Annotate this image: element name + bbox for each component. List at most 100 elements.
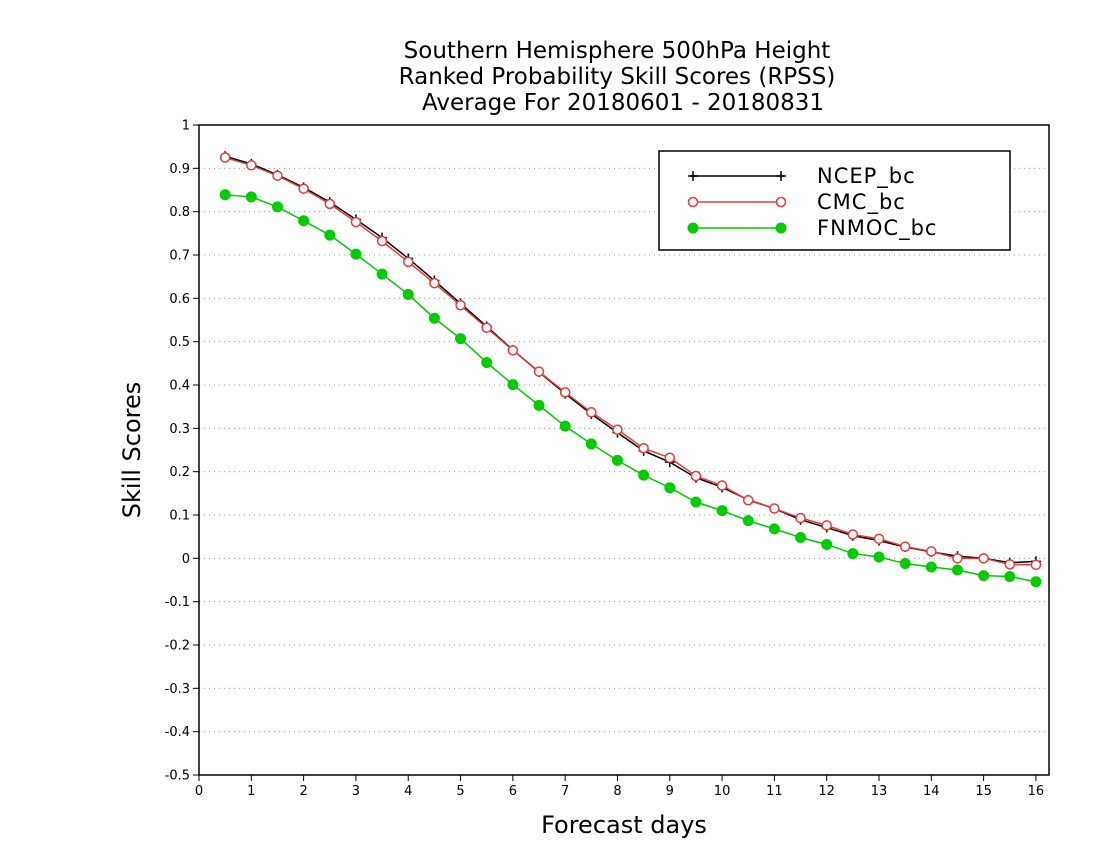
data-point-cmc-bc: [429, 277, 440, 289]
data-point-fnmoc-bc: [899, 558, 911, 570]
y-tick-label: 0.5: [169, 335, 190, 350]
x-tick-label: 10: [714, 784, 731, 799]
data-point-cmc-bc: [1030, 559, 1042, 571]
x-tick-label: 15: [975, 784, 992, 799]
data-point-fnmoc-bc: [402, 288, 414, 300]
data-point-fnmoc-bc: [350, 248, 362, 260]
data-point-cmc-bc: [821, 520, 832, 531]
data-point-cmc-bc: [742, 495, 754, 506]
data-point-fnmoc-bc: [768, 523, 780, 535]
legend-marker-ncep-bc: [688, 171, 698, 181]
y-axis-ticks: 1 0.9 0.8 0.7 0.6 0.5 0.4 0.3 0.2 0.1 0 -0.1 -0.2 -0.…: [165, 119, 199, 784]
series-fnmoc-bc: [219, 189, 1042, 588]
data-point-fnmoc-bc: [716, 505, 728, 517]
y-tick-label: 0: [182, 552, 190, 567]
x-tick-label: 4: [404, 784, 412, 799]
data-point-cmc-bc: [612, 424, 623, 435]
y-tick-label: 0.9: [169, 162, 190, 177]
data-point-fnmoc-bc: [428, 312, 440, 324]
data-point-cmc-bc: [246, 160, 257, 171]
data-point-fnmoc-bc: [611, 454, 623, 466]
x-tick-label: 1: [247, 784, 255, 799]
y-tick-label: 1: [182, 119, 190, 134]
plot-frame: [198, 124, 1050, 776]
legend-marker-ncep-bc: [776, 171, 786, 181]
legend-label-ncep-bc: NCEP_bc: [817, 164, 916, 189]
grid: [199, 167, 1049, 733]
x-tick-label: 8: [613, 784, 621, 799]
data-point-cmc-bc: [1004, 559, 1016, 570]
x-axis-label: Forecast days: [541, 811, 707, 839]
data-point-cmc-bc: [952, 553, 963, 564]
data-point-cmc-bc: [272, 170, 283, 181]
legend-marker-cmc-bc: [687, 196, 699, 208]
data-point-fnmoc-bc: [1030, 576, 1042, 588]
data-point-cmc-bc: [481, 322, 492, 334]
y-tick-label: -0.5: [165, 769, 190, 784]
y-tick-label: 0.3: [169, 422, 190, 437]
data-point-fnmoc-bc: [376, 268, 388, 280]
data-point-fnmoc-bc: [925, 561, 937, 573]
legend-marker-cmc-bc: [775, 196, 787, 208]
data-point-fnmoc-bc: [847, 548, 859, 560]
data-point-cmc-bc: [298, 183, 309, 194]
data-point-fnmoc-bc: [951, 564, 963, 576]
data-point-cmc-bc: [926, 546, 937, 557]
data-point-fnmoc-bc: [1004, 571, 1016, 583]
data-point-fnmoc-bc: [559, 420, 571, 432]
y-tick-label: 0.7: [169, 249, 190, 264]
series-cmc-bc: [219, 152, 1042, 571]
data-point-cmc-bc: [455, 300, 466, 311]
x-tick-label: 13: [871, 784, 888, 799]
data-point-fnmoc-bc: [690, 496, 702, 508]
data-point-fnmoc-bc: [795, 532, 807, 544]
data-point-cmc-bc: [795, 512, 806, 524]
data-point-fnmoc-bc: [664, 482, 676, 494]
plot-series: [219, 151, 1042, 588]
data-point-cmc-bc: [664, 452, 676, 464]
y-tick-label: 0.1: [169, 509, 190, 524]
y-tick-label: -0.2: [165, 639, 190, 654]
data-point-cmc-bc: [219, 152, 231, 163]
x-tick-label: 6: [509, 784, 517, 799]
x-tick-label: 2: [299, 784, 307, 799]
y-tick-label: -0.1: [165, 595, 190, 610]
title-line-2: Ranked Probability Skill Scores (RPSS): [399, 64, 836, 90]
data-point-cmc-bc: [716, 480, 728, 491]
data-point-fnmoc-bc: [585, 438, 597, 450]
data-point-fnmoc-bc: [507, 379, 519, 391]
x-tick-label: 0: [195, 784, 203, 799]
x-tick-label: 12: [818, 784, 835, 799]
data-point-cmc-bc: [586, 407, 597, 418]
data-point-fnmoc-bc: [481, 356, 493, 368]
data-point-fnmoc-bc: [455, 333, 467, 345]
y-axis-label: Skill Scores: [118, 382, 146, 519]
data-point-cmc-bc: [533, 366, 545, 377]
x-tick-label: 9: [666, 784, 674, 799]
data-point-fnmoc-bc: [533, 399, 545, 411]
x-tick-label: 3: [352, 784, 360, 799]
title-line-3: Average For 20180601 - 20180831: [422, 90, 824, 116]
data-point-fnmoc-bc: [298, 215, 310, 227]
legend-label-cmc-bc: CMC_bc: [817, 190, 906, 215]
data-point-cmc-bc: [847, 529, 859, 540]
x-tick-label: 16: [1028, 784, 1045, 799]
y-tick-label: -0.3: [165, 682, 190, 697]
data-point-cmc-bc: [873, 533, 885, 545]
x-tick-label: 11: [766, 784, 783, 799]
legend-box: [658, 150, 1011, 251]
y-tick-label: 0.8: [169, 205, 190, 220]
data-point-fnmoc-bc: [873, 551, 885, 563]
legend-marker-fnmoc-bc: [775, 222, 787, 234]
series-line-fnmoc-bc: [225, 194, 1037, 583]
legend-label-fnmoc-bc: FNMOC_bc: [817, 216, 937, 241]
x-tick-label: 14: [923, 784, 940, 799]
data-point-fnmoc-bc: [271, 201, 283, 213]
chart-title: Southern Hemisphere 500hPa Height Ranked…: [399, 38, 836, 116]
data-point-fnmoc-bc: [821, 538, 833, 550]
data-point-cmc-bc: [402, 256, 414, 268]
data-point-fnmoc-bc: [978, 570, 990, 582]
y-tick-label: 0.6: [169, 292, 190, 307]
